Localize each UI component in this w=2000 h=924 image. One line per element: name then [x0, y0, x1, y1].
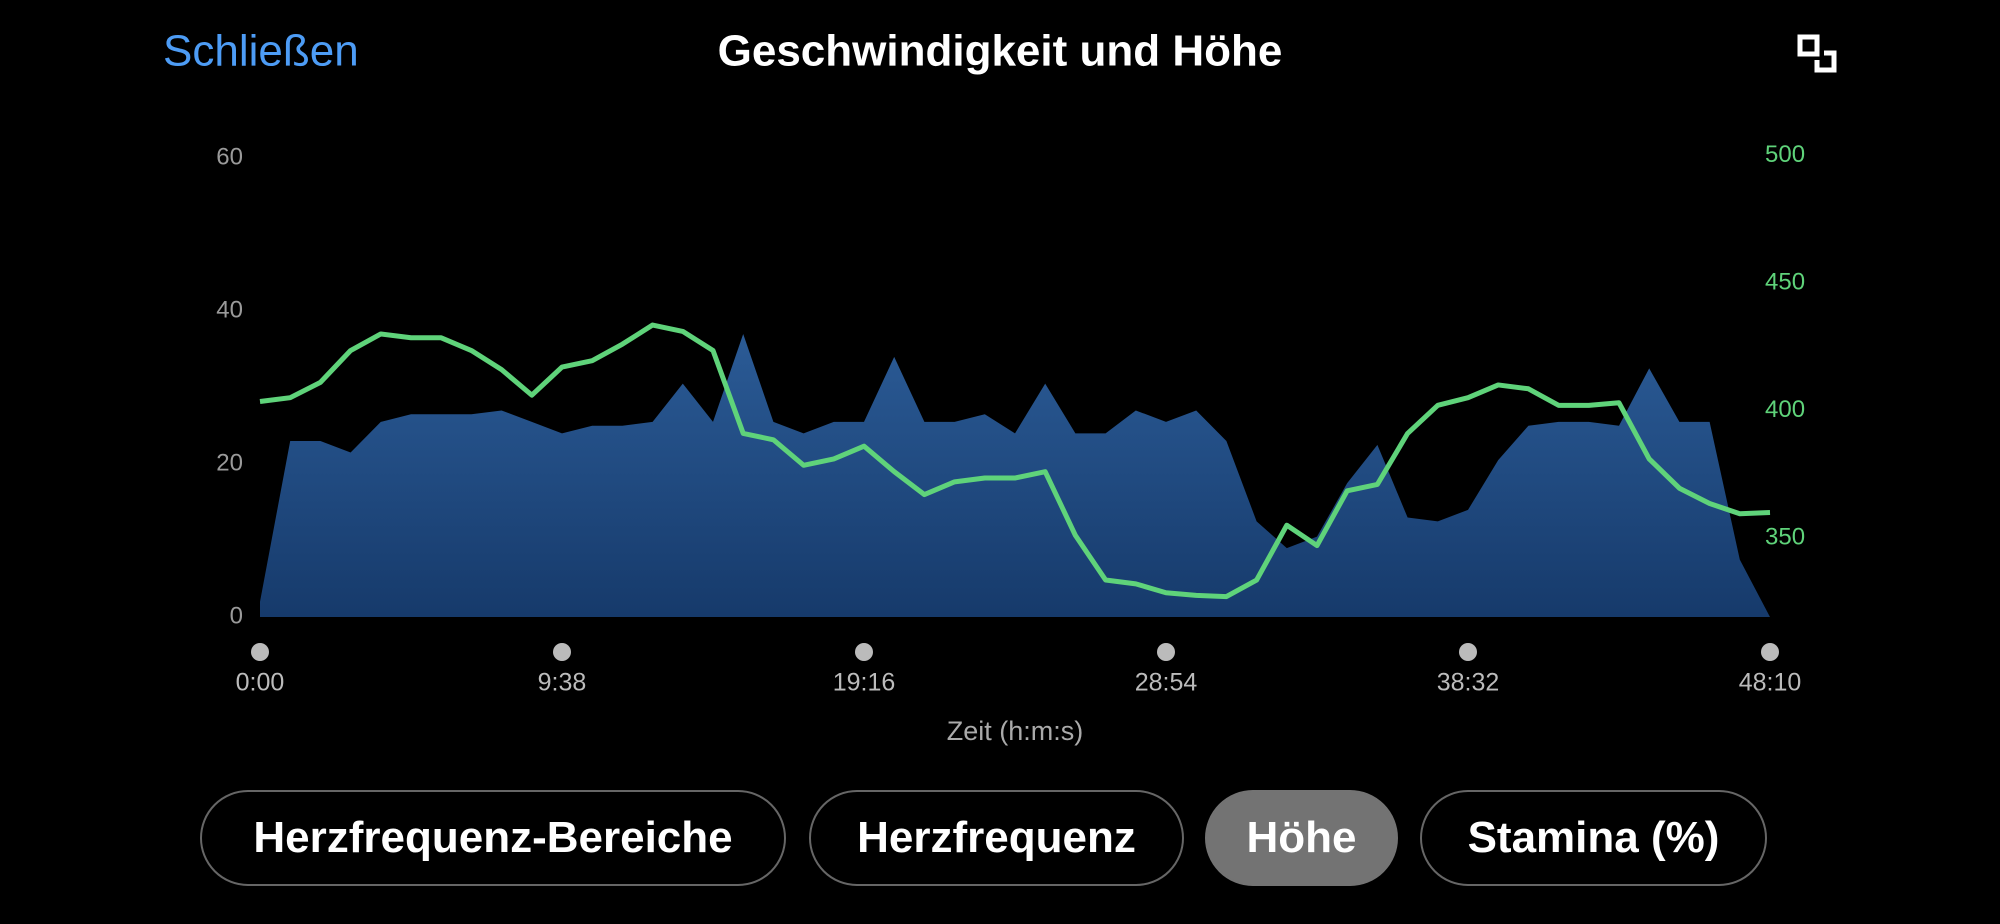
y-tick-label: 40 [216, 296, 243, 323]
x-tick-dot [1157, 643, 1175, 661]
y-tick-label: 0 [230, 602, 243, 629]
tab-button[interactable]: Herzfrequenz-Bereiche [200, 790, 786, 886]
tab-button[interactable]: Höhe [1205, 790, 1398, 886]
x-tick-label: 38:32 [1437, 669, 1500, 697]
x-axis-title: Zeit (h:m:s) [947, 716, 1084, 746]
expand-icon-square [1797, 34, 1820, 57]
x-tick-dot [553, 643, 571, 661]
elevation-line [259, 322, 1771, 600]
close-button[interactable]: Schließen [163, 27, 359, 76]
x-tick-dot [251, 643, 269, 661]
y2-tick-label: 400 [1765, 396, 1805, 423]
expand-icon[interactable] [1797, 34, 1837, 73]
x-tick-label: 9:38 [538, 669, 587, 697]
x-tick-dot [1459, 643, 1477, 661]
x-tick-label: 0:00 [236, 669, 285, 697]
chart: 0 20 40 60 350 400 450 500 0:00 9:38 19:16 28:54 38:… [216, 141, 1805, 746]
x-tick-dot [855, 643, 873, 661]
y2-tick-label: 500 [1765, 141, 1805, 168]
y-tick-label: 60 [216, 143, 243, 170]
tab-button[interactable]: Stamina (%) [1420, 790, 1767, 886]
x-tick-label: 48:10 [1739, 669, 1802, 697]
expand-icon-corner [1814, 50, 1837, 73]
x-tick-dot [1761, 643, 1779, 661]
y2-tick-label: 350 [1765, 523, 1805, 550]
x-tick-label: 28:54 [1135, 669, 1198, 697]
y2-tick-label: 450 [1765, 268, 1805, 295]
x-tick-label: 19:16 [833, 669, 896, 697]
tab-button[interactable]: Herzfrequenz [809, 790, 1184, 886]
y-tick-label: 20 [216, 449, 243, 476]
title: Geschwindigkeit und Höhe [718, 27, 1283, 76]
